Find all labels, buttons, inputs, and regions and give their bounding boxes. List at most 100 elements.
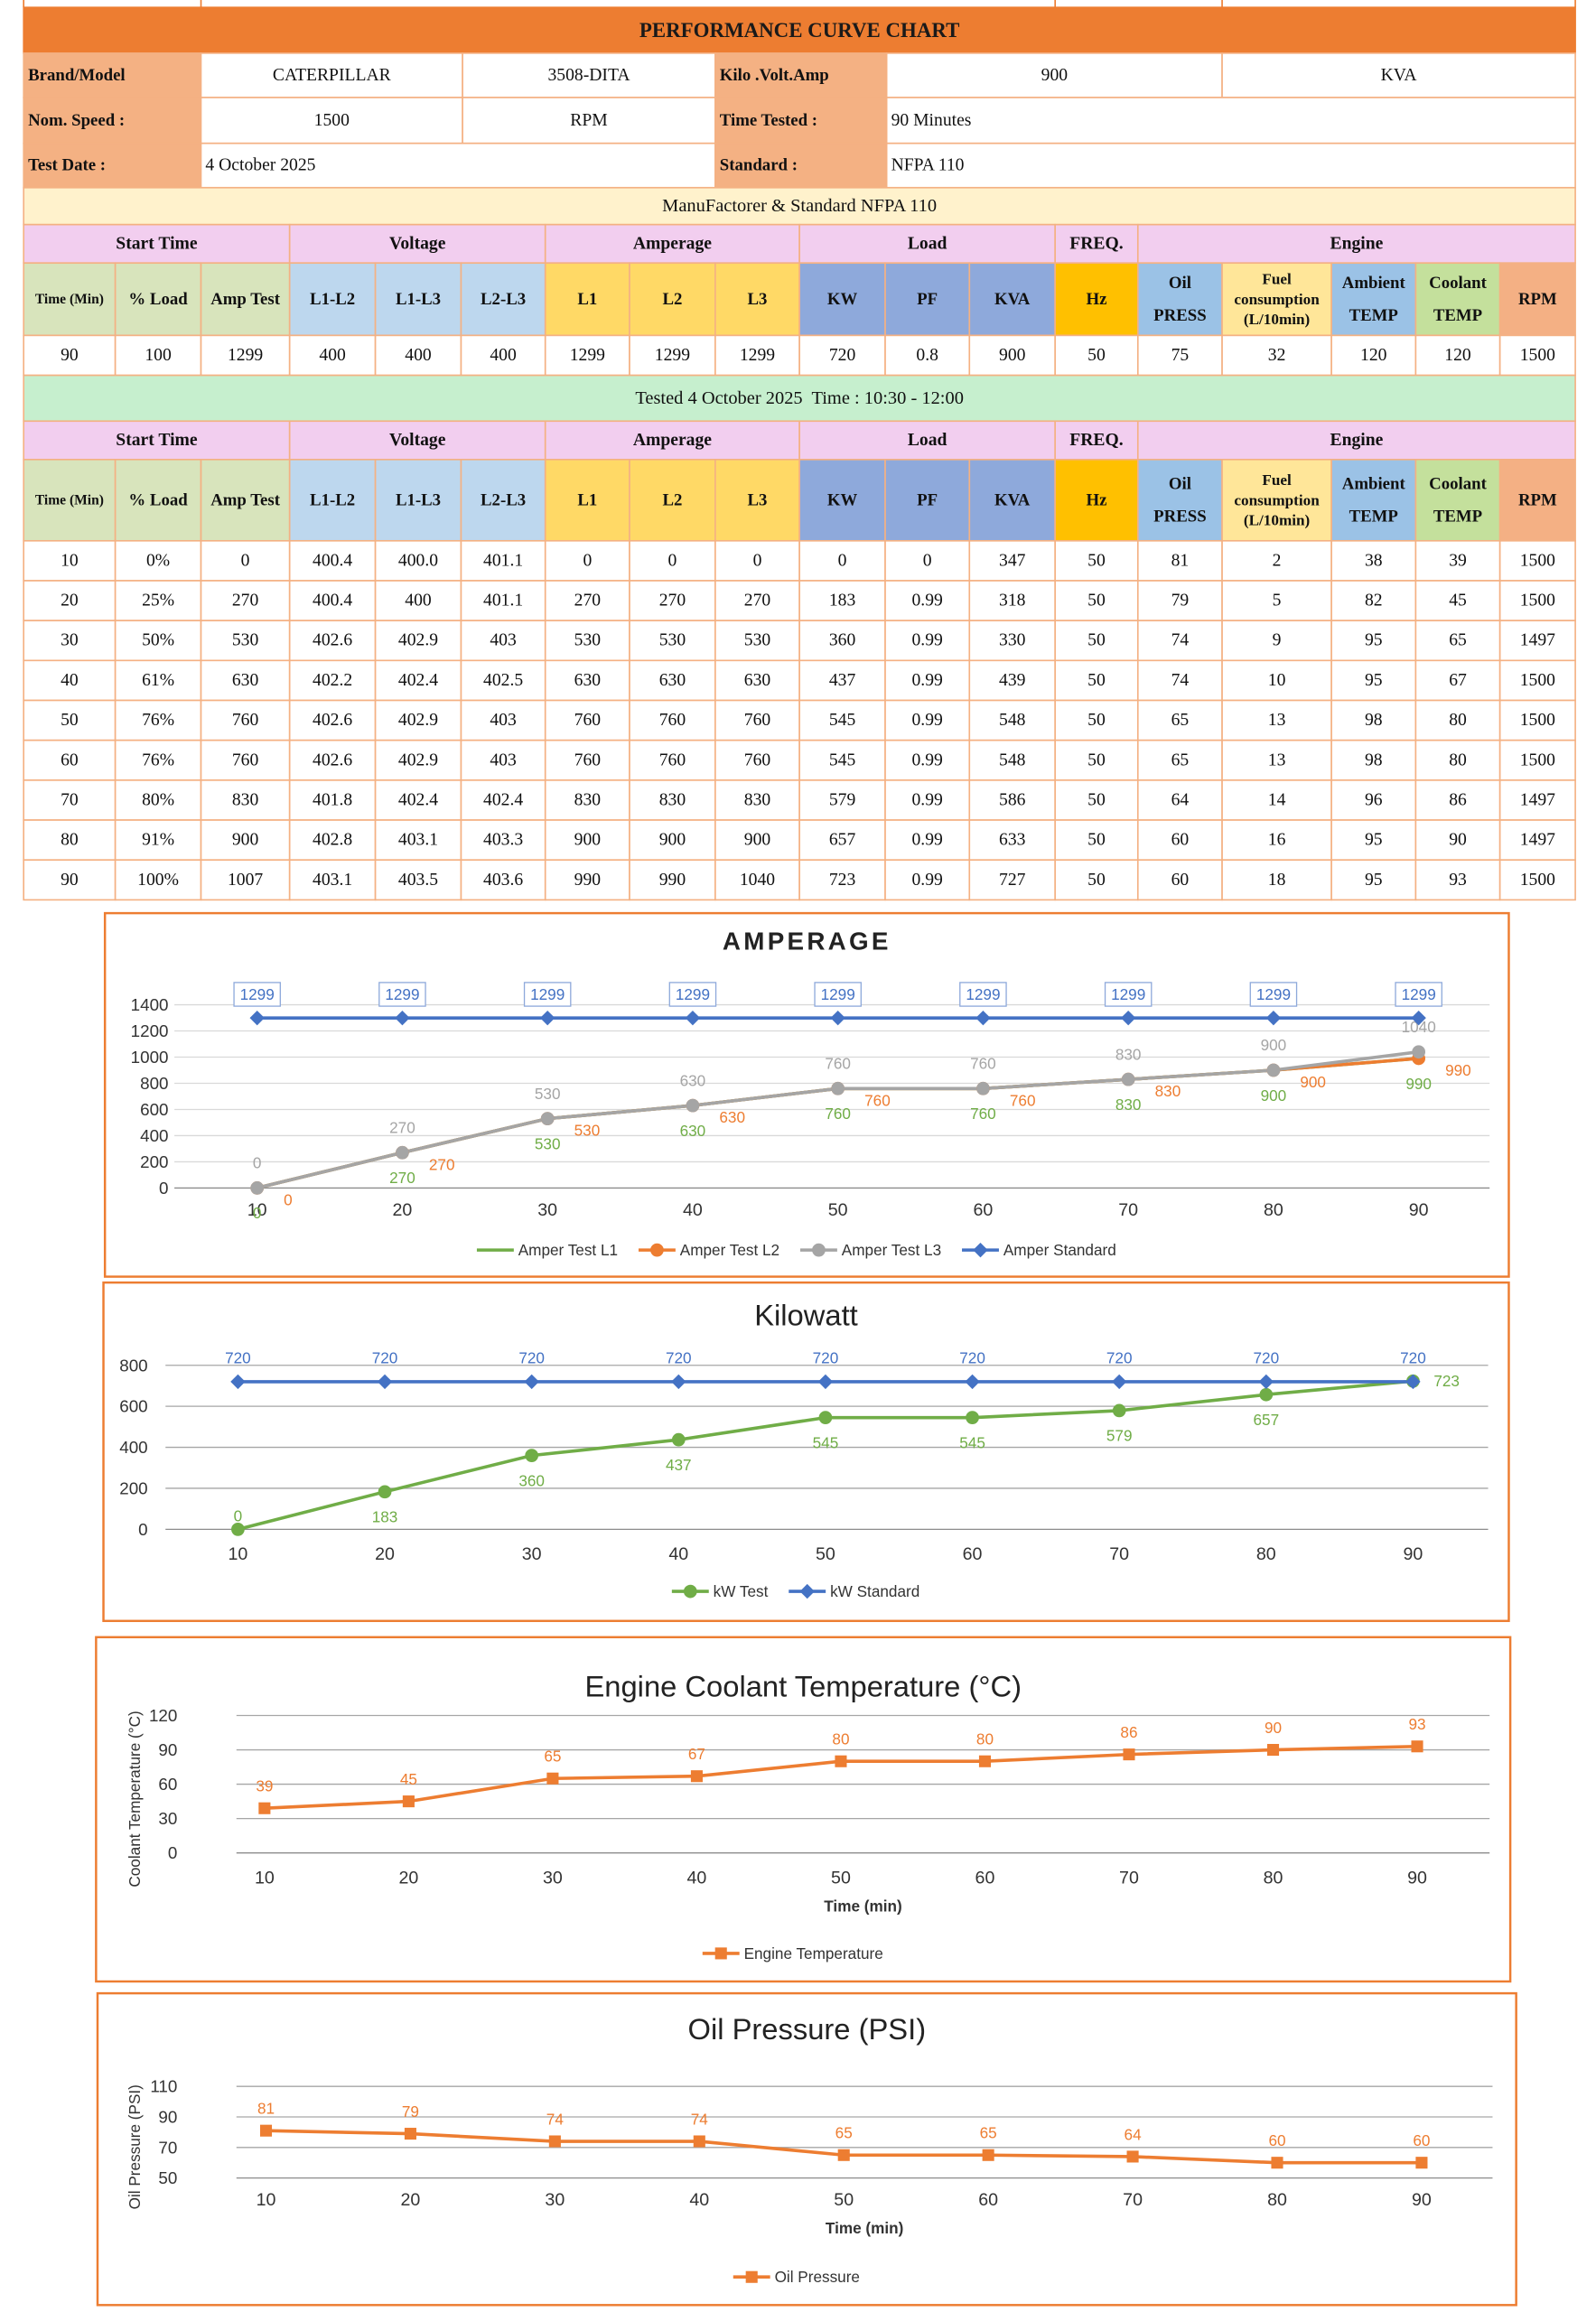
point (250, 1181, 265, 1195)
point (540, 1112, 555, 1125)
header-value-cell (885, 142, 1576, 189)
data-cell (884, 659, 971, 702)
data-label: 1299 (1111, 985, 1145, 1003)
cell-value: 402.6 (313, 711, 352, 730)
data-label-box (1249, 982, 1298, 1007)
column-header-cell (1414, 459, 1501, 542)
data-cell (798, 620, 886, 662)
cell-value: 74 (1171, 631, 1190, 650)
group-header: FREQ. (1069, 431, 1124, 450)
data-label: 760 (864, 1091, 891, 1109)
cell-value: 548 (999, 711, 1026, 730)
data-label: 437 (666, 1456, 692, 1474)
cell-value: 530 (659, 631, 686, 650)
cell-value: 50% (142, 631, 174, 650)
cell-value: 50 (1087, 790, 1106, 809)
data-cell (288, 779, 377, 821)
cell-value: 70 (61, 790, 79, 809)
column-header-cell (884, 262, 971, 337)
data-cell (374, 580, 462, 621)
cell-value: 402.6 (313, 631, 352, 650)
data-label: 65 (835, 2124, 853, 2142)
cell-value: 50 (1087, 831, 1106, 850)
cell-value: 50 (1087, 551, 1106, 570)
data-cell (544, 699, 630, 741)
header-value: NFPA 110 (891, 156, 965, 175)
x-tick-label: 10 (257, 2190, 276, 2210)
cell-value: 9 (1273, 631, 1282, 650)
column-header: Coolant (1429, 474, 1487, 493)
data-cell (1221, 819, 1332, 862)
cell-value: 100 (145, 346, 172, 365)
data-label: 93 (1408, 1715, 1425, 1733)
cell-value: 530 (744, 631, 771, 650)
cell-value: 91% (142, 831, 174, 850)
data-cell (1136, 659, 1223, 702)
column-header: PRESS (1153, 306, 1207, 325)
cell-value: 437 (829, 671, 856, 690)
cell-value: 330 (999, 631, 1026, 650)
column-header: KVA (994, 290, 1031, 309)
header-label-cell (23, 97, 202, 144)
cell-value: 90 (61, 346, 79, 365)
y-tick-label: 90 (158, 2107, 177, 2126)
x-tick-label: 70 (1109, 1544, 1129, 1564)
point (818, 1411, 833, 1425)
data-cell (460, 739, 546, 781)
point (1266, 1744, 1280, 1757)
data-label: 830 (1155, 1082, 1181, 1100)
group-header-cell (288, 223, 546, 265)
header-value: CATERPILLAR (273, 66, 392, 85)
cell-value: 40 (61, 671, 79, 690)
column-header: consumption (1234, 491, 1320, 508)
x-tick-label: 50 (831, 1868, 851, 1888)
cell-value: 400 (405, 346, 432, 365)
cell-value: 60 (1171, 871, 1190, 890)
data-cell (1136, 859, 1223, 901)
cell-value: 401.1 (483, 592, 523, 611)
data-cell (23, 859, 117, 901)
point (837, 2149, 850, 2161)
header-note: ManuFactorer & Standard NFPA 110 (662, 196, 937, 216)
header-value: 1500 (314, 111, 350, 130)
point (396, 1145, 409, 1160)
legend-label: Amper Test L2 (680, 1241, 779, 1259)
data-cell (629, 659, 716, 702)
column-header: Coolant (1429, 274, 1487, 293)
cell-value: 545 (829, 750, 856, 769)
point (1271, 2157, 1283, 2169)
header-value: RPM (570, 111, 607, 130)
data-label-box (814, 982, 862, 1007)
cell-value: 0 (753, 551, 762, 570)
x-axis-title: Time (min) (824, 1897, 901, 1916)
point (546, 1772, 559, 1785)
cell-value: 1040 (740, 871, 775, 890)
cell-value: 76% (142, 711, 174, 730)
data-cell (968, 334, 1056, 377)
header-label: Nom. Speed : (28, 111, 125, 130)
header-label: Time Tested : (720, 111, 817, 130)
point (404, 2128, 416, 2140)
data-label: 360 (518, 1471, 545, 1489)
data-cell (374, 334, 462, 377)
data-label-box (668, 982, 717, 1007)
x-tick-label: 70 (1123, 2190, 1143, 2210)
column-header: Amp Test (210, 490, 281, 509)
cell-value: 64 (1171, 790, 1190, 809)
data-cell (1498, 859, 1576, 901)
column-header-cell (1498, 262, 1576, 337)
cell-value: 630 (232, 671, 259, 690)
data-cell (1221, 779, 1332, 821)
data-cell (798, 859, 886, 901)
cell-value: 1299 (655, 346, 690, 365)
cell-value: 402.4 (398, 790, 438, 809)
data-cell (1498, 334, 1576, 377)
group-header: Voltage (389, 431, 446, 450)
cell-value: 93 (1449, 871, 1467, 890)
data-label: 545 (813, 1433, 839, 1451)
cell-value: 633 (999, 831, 1026, 850)
data-cell (798, 819, 886, 862)
x-tick-label: 90 (1407, 1868, 1427, 1888)
cell-value: 50 (1087, 871, 1106, 890)
data-cell (23, 779, 117, 821)
